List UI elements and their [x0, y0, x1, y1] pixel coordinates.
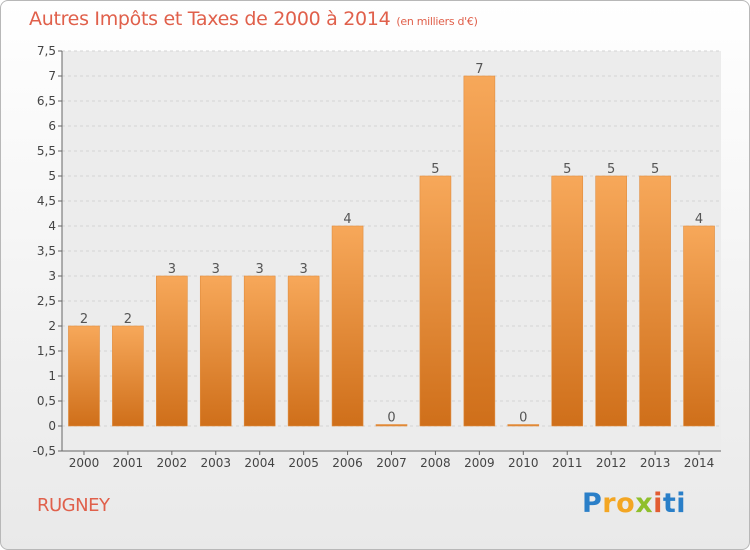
bar-2001	[112, 325, 144, 427]
x-tick-label: 2012	[596, 456, 627, 470]
y-tick-label: 5,5	[37, 144, 56, 158]
y-tick-label: 7,5	[37, 44, 56, 58]
commune-name: RUGNEY	[37, 495, 110, 516]
bar-2014	[683, 225, 715, 427]
x-tick-label: 2006	[332, 456, 363, 470]
data-label: 5	[431, 162, 439, 177]
bar-2003	[199, 275, 232, 427]
y-tick-label: 2	[48, 319, 56, 333]
y-tick-label: 6,5	[37, 94, 56, 108]
x-tick-label: 2008	[420, 456, 451, 470]
data-label: 4	[695, 212, 703, 227]
bar-2013	[639, 175, 671, 427]
data-label: 3	[256, 262, 264, 277]
x-tick-label: 2011	[552, 456, 583, 470]
data-label: 2	[124, 312, 132, 327]
y-tick-label: 4,5	[37, 194, 56, 208]
data-label: 5	[651, 162, 659, 177]
x-tick-label: 2010	[508, 456, 539, 470]
y-tick-label: 7	[48, 69, 56, 83]
y-tick-label: 0	[48, 419, 56, 433]
x-tick-label: 2003	[200, 456, 231, 470]
data-label: 4	[343, 212, 351, 227]
unit-label: (en milliers d'€)	[396, 15, 478, 28]
x-tick-label: 2014	[684, 456, 715, 470]
x-tick-label: 2013	[640, 456, 671, 470]
x-tick-label: 2009	[464, 456, 495, 470]
data-label: 3	[168, 262, 176, 277]
y-tick-label: 0,5	[37, 394, 56, 408]
bar-2008	[419, 175, 452, 427]
data-label: 5	[563, 162, 571, 177]
y-tick-label: 6	[48, 119, 56, 133]
x-tick-label: 2001	[113, 456, 144, 470]
data-label: 3	[299, 262, 307, 277]
bar-2010	[507, 424, 540, 427]
x-tick-label: 2004	[244, 456, 275, 470]
bar-2005	[287, 275, 320, 427]
data-label: 3	[212, 262, 220, 277]
x-tick-label: 2005	[288, 456, 319, 470]
proxiti-logo: Proxiti	[582, 488, 687, 519]
bar-2004	[243, 275, 276, 427]
y-tick-label: 4	[48, 219, 56, 233]
x-tick-label: 2000	[69, 456, 100, 470]
y-tick-label: 1,5	[37, 344, 56, 358]
bar-2012	[595, 175, 627, 427]
bar-2006	[331, 225, 364, 427]
data-label: 0	[519, 411, 527, 426]
bar-2009	[463, 75, 496, 427]
data-label: 2	[80, 312, 88, 327]
y-tick-label: 1	[48, 369, 56, 383]
data-label: 0	[387, 411, 395, 426]
y-tick-label: 5	[48, 169, 56, 183]
y-tick-label: 3,5	[37, 244, 56, 258]
data-label: 5	[607, 162, 615, 177]
chart-title: Autres Impôts et Taxes de 2000 à 2014 (en…	[29, 8, 478, 30]
x-tick-label: 2007	[376, 456, 407, 470]
y-tick-label: 2,5	[37, 294, 56, 308]
x-tick-label: 2002	[157, 456, 188, 470]
title-text: Autres Impôts et Taxes de 2000 à 2014	[29, 8, 391, 30]
data-label: 7	[475, 62, 483, 77]
bar-2002	[156, 275, 188, 427]
bar-2011	[551, 175, 584, 427]
y-tick-label: -0,5	[33, 444, 56, 458]
bar-2007	[375, 424, 408, 427]
bar-2000	[68, 325, 100, 427]
y-tick-label: 3	[48, 269, 56, 283]
